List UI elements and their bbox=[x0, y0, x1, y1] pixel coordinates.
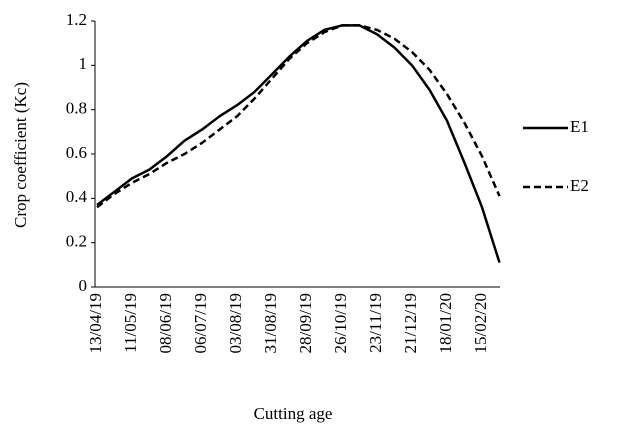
y-tick-label: 1.2 bbox=[66, 10, 87, 29]
series-line bbox=[96, 24, 501, 263]
y-axis-label: Crop coefficient (Kc) bbox=[11, 82, 30, 228]
x-tick-label: 15/02/20 bbox=[471, 293, 490, 353]
x-tick-label: 11/05/19 bbox=[121, 293, 140, 353]
y-tick-label: 0.6 bbox=[66, 143, 87, 162]
x-tick-label: 31/08/19 bbox=[261, 293, 280, 353]
x-tick-label: 18/01/20 bbox=[436, 293, 455, 353]
legend-label: E1 bbox=[570, 117, 589, 136]
y-tick-label: 1 bbox=[79, 54, 88, 73]
x-tick-label: 23/11/19 bbox=[366, 293, 385, 353]
x-tick-label: 28/09/19 bbox=[296, 293, 315, 353]
x-tick-label: 06/07/19 bbox=[191, 293, 210, 353]
x-tick-label: 26/10/19 bbox=[331, 293, 350, 353]
series-line bbox=[96, 24, 501, 209]
y-tick-label: 0.4 bbox=[66, 187, 88, 206]
x-tick-label: 13/04/19 bbox=[86, 293, 105, 353]
legend-label: E2 bbox=[570, 176, 589, 195]
y-tick-label: 0.2 bbox=[66, 232, 87, 251]
x-axis-label: Cutting age bbox=[254, 404, 333, 423]
x-tick-label: 08/06/19 bbox=[156, 293, 175, 353]
x-tick-label: 03/08/19 bbox=[226, 293, 245, 353]
y-tick-label: 0.8 bbox=[66, 99, 87, 118]
y-tick-label: 0 bbox=[79, 276, 88, 295]
x-tick-label: 21/12/19 bbox=[401, 293, 420, 353]
